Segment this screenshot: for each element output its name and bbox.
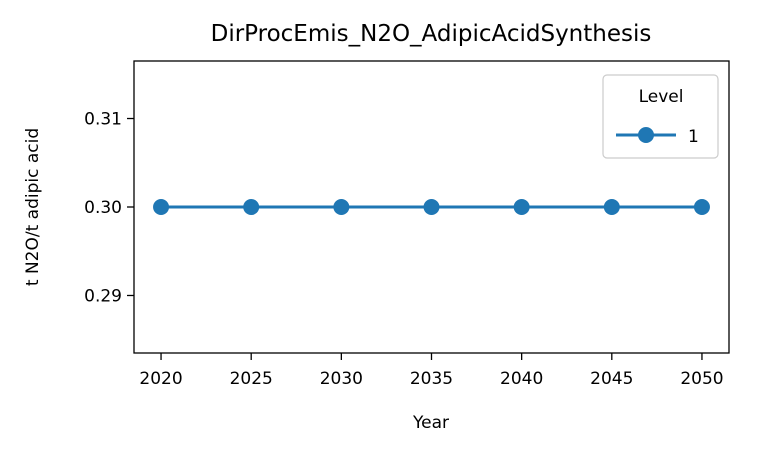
series-layer <box>153 199 710 215</box>
x-axis: 2020 2025 2030 2035 2040 2045 2050 <box>139 353 724 389</box>
y-axis-label: t N2O/t adipic acid <box>23 128 43 286</box>
y-axis: 0.29 0.30 0.31 <box>84 110 134 306</box>
x-tick-label: 2025 <box>230 369 273 389</box>
x-tick-label: 2045 <box>590 369 633 389</box>
chart-title: DirProcEmis_N2O_AdipicAcidSynthesis <box>211 21 652 47</box>
legend-box <box>602 74 719 159</box>
data-point <box>513 199 530 215</box>
x-tick-label: 2035 <box>410 369 453 389</box>
x-tick-label: 2030 <box>320 369 363 389</box>
legend-label-series-1: 1 <box>688 127 699 147</box>
data-point <box>333 199 350 215</box>
data-point <box>603 199 620 215</box>
x-tick-label: 2050 <box>680 369 723 389</box>
y-tick-label: 0.30 <box>84 198 122 218</box>
x-axis-label: Year <box>412 413 449 433</box>
data-point <box>693 199 710 215</box>
legend-marker-series-1 <box>638 127 654 143</box>
x-tick-label: 2040 <box>500 369 543 389</box>
data-point <box>423 199 440 215</box>
x-tick-label: 2020 <box>139 369 182 389</box>
legend-title: Level <box>639 87 684 107</box>
legend: Level 1 <box>602 74 719 159</box>
y-tick-label: 0.31 <box>84 110 122 130</box>
data-point <box>153 199 170 215</box>
data-point <box>243 199 260 215</box>
y-tick-label: 0.29 <box>84 286 122 306</box>
